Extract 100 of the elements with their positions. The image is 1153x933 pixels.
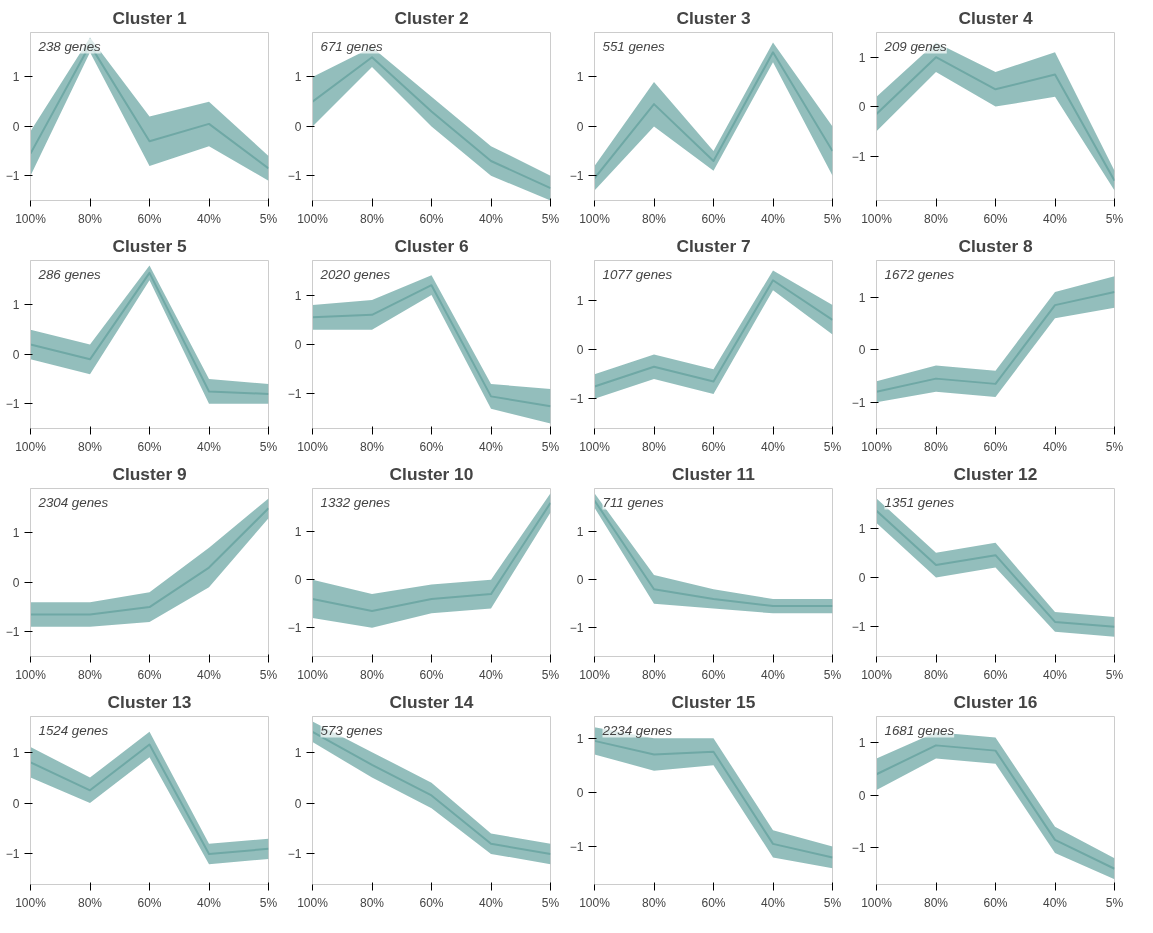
x-tick-label: 5% <box>259 895 278 910</box>
annotation: 1524 genes <box>38 722 109 738</box>
x-tick-label: 80% <box>641 211 667 226</box>
x-tick-label: 80% <box>77 667 103 682</box>
x-tick-label: 100% <box>861 667 893 682</box>
y-tick-label: −1 <box>851 149 866 164</box>
x-tick-label: 80% <box>641 895 667 910</box>
y-tick-label: 1 <box>576 70 584 85</box>
y-tick-label: 0 <box>858 788 866 803</box>
x-tick-label: 40% <box>1042 439 1068 454</box>
x-tick-label: 40% <box>760 895 786 910</box>
x-tick-label: 40% <box>1042 211 1068 226</box>
annotation: 551 genes <box>602 38 666 54</box>
x-tick-label: 80% <box>359 211 385 226</box>
x-tick-label: 5% <box>259 211 278 226</box>
x-tick-label: 5% <box>823 211 842 226</box>
y-tick-label: 1 <box>576 731 584 746</box>
x-tick-label: 60% <box>137 667 162 682</box>
x-tick-label: 60% <box>983 439 1008 454</box>
x-tick-label: 80% <box>641 667 667 682</box>
y-tick-label: 1 <box>12 298 20 313</box>
x-tick-label: 60% <box>983 667 1008 682</box>
x-tick-label: 5% <box>259 667 278 682</box>
x-tick-label: 40% <box>478 895 504 910</box>
y-tick-label: 1 <box>576 293 584 308</box>
x-tick-label: 5% <box>541 211 560 226</box>
y-tick-label: 1 <box>858 290 866 305</box>
y-tick-label: −1 <box>5 847 20 862</box>
chart-title: Cluster 2 <box>394 7 469 28</box>
x-tick-label: 100% <box>15 211 47 226</box>
y-tick-label: −1 <box>569 392 584 407</box>
y-tick-label: −1 <box>851 395 866 410</box>
x-tick-label: 100% <box>861 439 893 454</box>
x-tick-label: 40% <box>478 667 504 682</box>
x-tick-label: 100% <box>861 211 893 226</box>
y-tick-label: −1 <box>5 169 20 184</box>
x-tick-label: 40% <box>1042 895 1068 910</box>
x-tick-label: 5% <box>823 439 842 454</box>
y-tick-label: 1 <box>576 525 584 540</box>
x-tick-label: 100% <box>579 211 611 226</box>
x-tick-label: 40% <box>478 211 504 226</box>
chart-title: Cluster 12 <box>953 463 1038 484</box>
y-tick-label: 1 <box>12 526 20 541</box>
x-tick-label: 80% <box>359 439 385 454</box>
annotation: 711 genes <box>602 494 665 510</box>
x-tick-label: 100% <box>297 895 329 910</box>
y-tick-label: 0 <box>858 100 866 115</box>
x-tick-label: 60% <box>419 439 444 454</box>
annotation: 2234 genes <box>601 722 673 738</box>
annotation: 238 genes <box>37 38 102 54</box>
y-tick-label: 1 <box>858 736 866 751</box>
annotation: 573 genes <box>320 722 384 738</box>
x-tick-label: 60% <box>419 211 444 226</box>
y-tick-label: 0 <box>12 796 20 811</box>
annotation: 1681 genes <box>884 722 955 738</box>
y-tick-label: −1 <box>287 169 302 184</box>
annotation: 1672 genes <box>884 266 955 282</box>
y-tick-label: 0 <box>294 796 302 811</box>
x-tick-label: 5% <box>823 895 842 910</box>
x-tick-label: 80% <box>77 211 103 226</box>
chart-title: Cluster 7 <box>676 235 751 256</box>
annotation: 671 genes <box>320 38 384 54</box>
y-tick-label: 0 <box>294 573 302 588</box>
x-tick-label: 5% <box>823 667 842 682</box>
chart-title: Cluster 5 <box>112 235 187 256</box>
y-tick-label: 0 <box>858 570 866 585</box>
x-tick-label: 100% <box>579 895 611 910</box>
y-tick-label: −1 <box>287 847 302 862</box>
x-tick-label: 40% <box>760 211 786 226</box>
x-tick-label: 40% <box>196 667 222 682</box>
x-tick-label: 60% <box>701 895 726 910</box>
y-tick-label: 1 <box>294 70 302 85</box>
x-tick-label: 60% <box>983 211 1008 226</box>
y-tick-label: 0 <box>12 347 20 362</box>
y-tick-label: 0 <box>294 338 302 352</box>
chart-title: Cluster 10 <box>389 463 474 484</box>
x-tick-label: 100% <box>15 439 47 454</box>
annotation: 2304 genes <box>37 494 109 510</box>
y-tick-label: −1 <box>5 625 20 640</box>
y-tick-label: −1 <box>851 841 866 856</box>
x-tick-label: 60% <box>983 895 1008 910</box>
x-tick-label: 5% <box>259 439 278 454</box>
x-tick-label: 80% <box>923 667 949 682</box>
y-tick-label: 0 <box>858 343 866 358</box>
y-tick-label: 1 <box>858 50 866 65</box>
x-tick-label: 100% <box>15 895 47 910</box>
x-tick-label: 40% <box>760 667 786 682</box>
x-tick-label: 60% <box>137 439 162 454</box>
chart-title: Cluster 14 <box>389 691 474 712</box>
y-tick-label: −1 <box>287 387 302 402</box>
y-tick-label: 1 <box>294 745 302 760</box>
chart-title: Cluster 9 <box>112 463 187 484</box>
y-tick-label: 0 <box>576 573 584 588</box>
x-tick-label: 40% <box>760 439 786 454</box>
y-tick-label: 0 <box>294 119 302 134</box>
y-tick-label: 1 <box>294 288 302 303</box>
x-tick-label: 100% <box>861 895 893 910</box>
y-tick-label: −1 <box>851 620 866 635</box>
x-tick-label: 60% <box>137 211 162 226</box>
chart-title: Cluster 6 <box>394 235 469 256</box>
